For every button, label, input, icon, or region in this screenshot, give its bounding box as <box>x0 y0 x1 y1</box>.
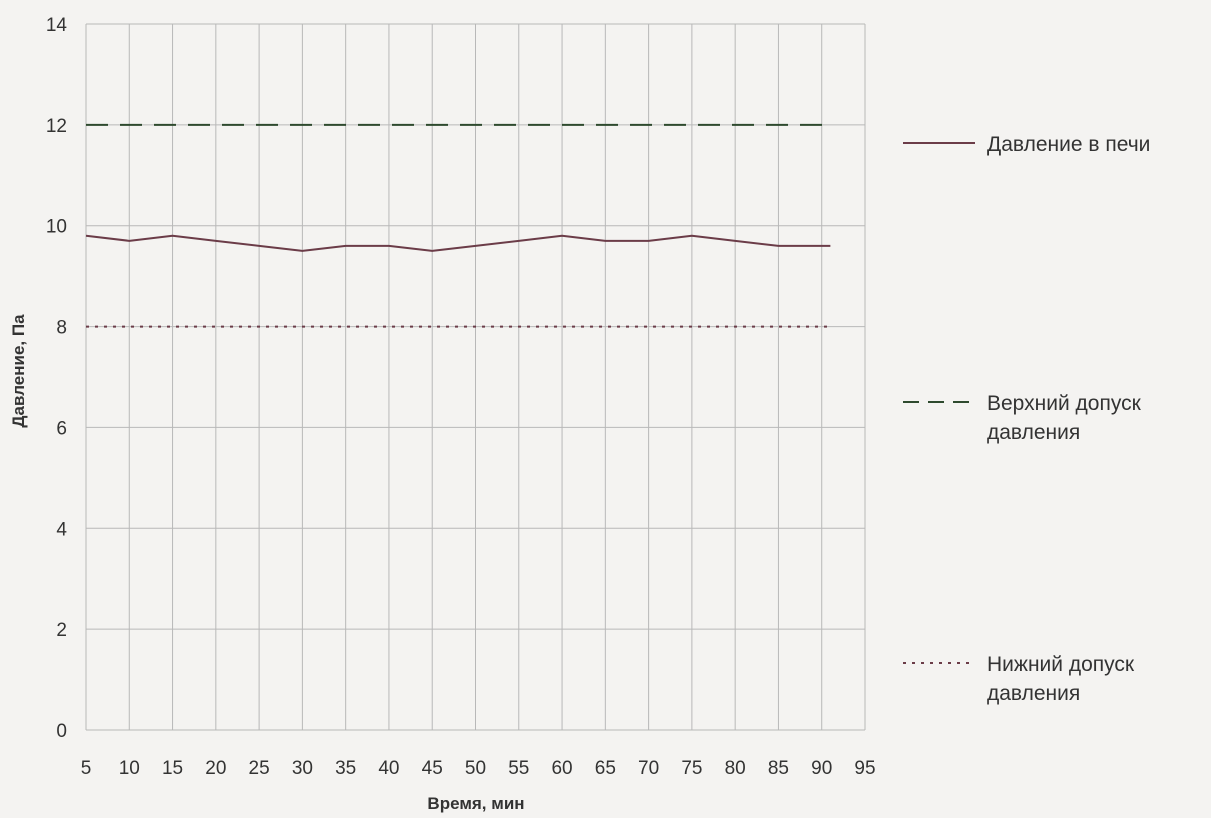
x-tick-label: 55 <box>508 758 529 779</box>
y-tick-label: 4 <box>56 519 67 540</box>
y-axis-title: Давление, Па <box>9 314 28 428</box>
y-axis: 0 2 4 6 8 10 12 14 <box>46 15 68 742</box>
x-tick-label: 50 <box>465 758 486 779</box>
y-tick-label: 2 <box>56 620 67 641</box>
x-tick-label: 40 <box>378 758 399 779</box>
x-tick-label: 65 <box>595 758 616 779</box>
x-tick-label: 60 <box>551 758 572 779</box>
series-line-0 <box>85 234 831 252</box>
legend-label-1: Верхний допуск <box>987 392 1142 415</box>
legend-label-2: Нижний допуск <box>987 653 1135 676</box>
legend-label-0: Давление в печи <box>987 133 1150 156</box>
x-tick-label: 10 <box>119 758 140 779</box>
y-tick-label: 6 <box>56 418 67 439</box>
x-tick-label: 75 <box>681 758 702 779</box>
legend-label-1: давления <box>987 421 1080 444</box>
x-tick-label: 5 <box>81 758 92 779</box>
y-tick-label: 10 <box>46 217 67 238</box>
series-group <box>85 123 831 328</box>
x-tick-label: 45 <box>422 758 443 779</box>
y-tick-label: 0 <box>56 721 67 742</box>
x-tick-label: 80 <box>725 758 746 779</box>
x-axis-title: Время, мин <box>427 794 524 813</box>
y-tick-label: 8 <box>56 318 67 339</box>
x-tick-label: 15 <box>162 758 183 779</box>
x-tick-label: 85 <box>768 758 789 779</box>
legend: Давление в печи Верхний допуск давления Ниж… <box>903 133 1150 705</box>
y-tick-label: 14 <box>46 15 68 36</box>
x-tick-label: 30 <box>292 758 313 779</box>
x-tick-label: 95 <box>854 758 875 779</box>
x-tick-label: 90 <box>811 758 832 779</box>
x-axis: 5 10 15 20 25 30 35 40 45 50 55 60 65 70 75 80 85 90 95 <box>81 758 876 779</box>
x-tick-label: 20 <box>205 758 226 779</box>
x-tick-label: 70 <box>638 758 659 779</box>
legend-label-2: давления <box>987 682 1080 705</box>
x-tick-label: 25 <box>249 758 270 779</box>
x-tick-label: 35 <box>335 758 356 779</box>
y-tick-label: 12 <box>46 116 67 137</box>
